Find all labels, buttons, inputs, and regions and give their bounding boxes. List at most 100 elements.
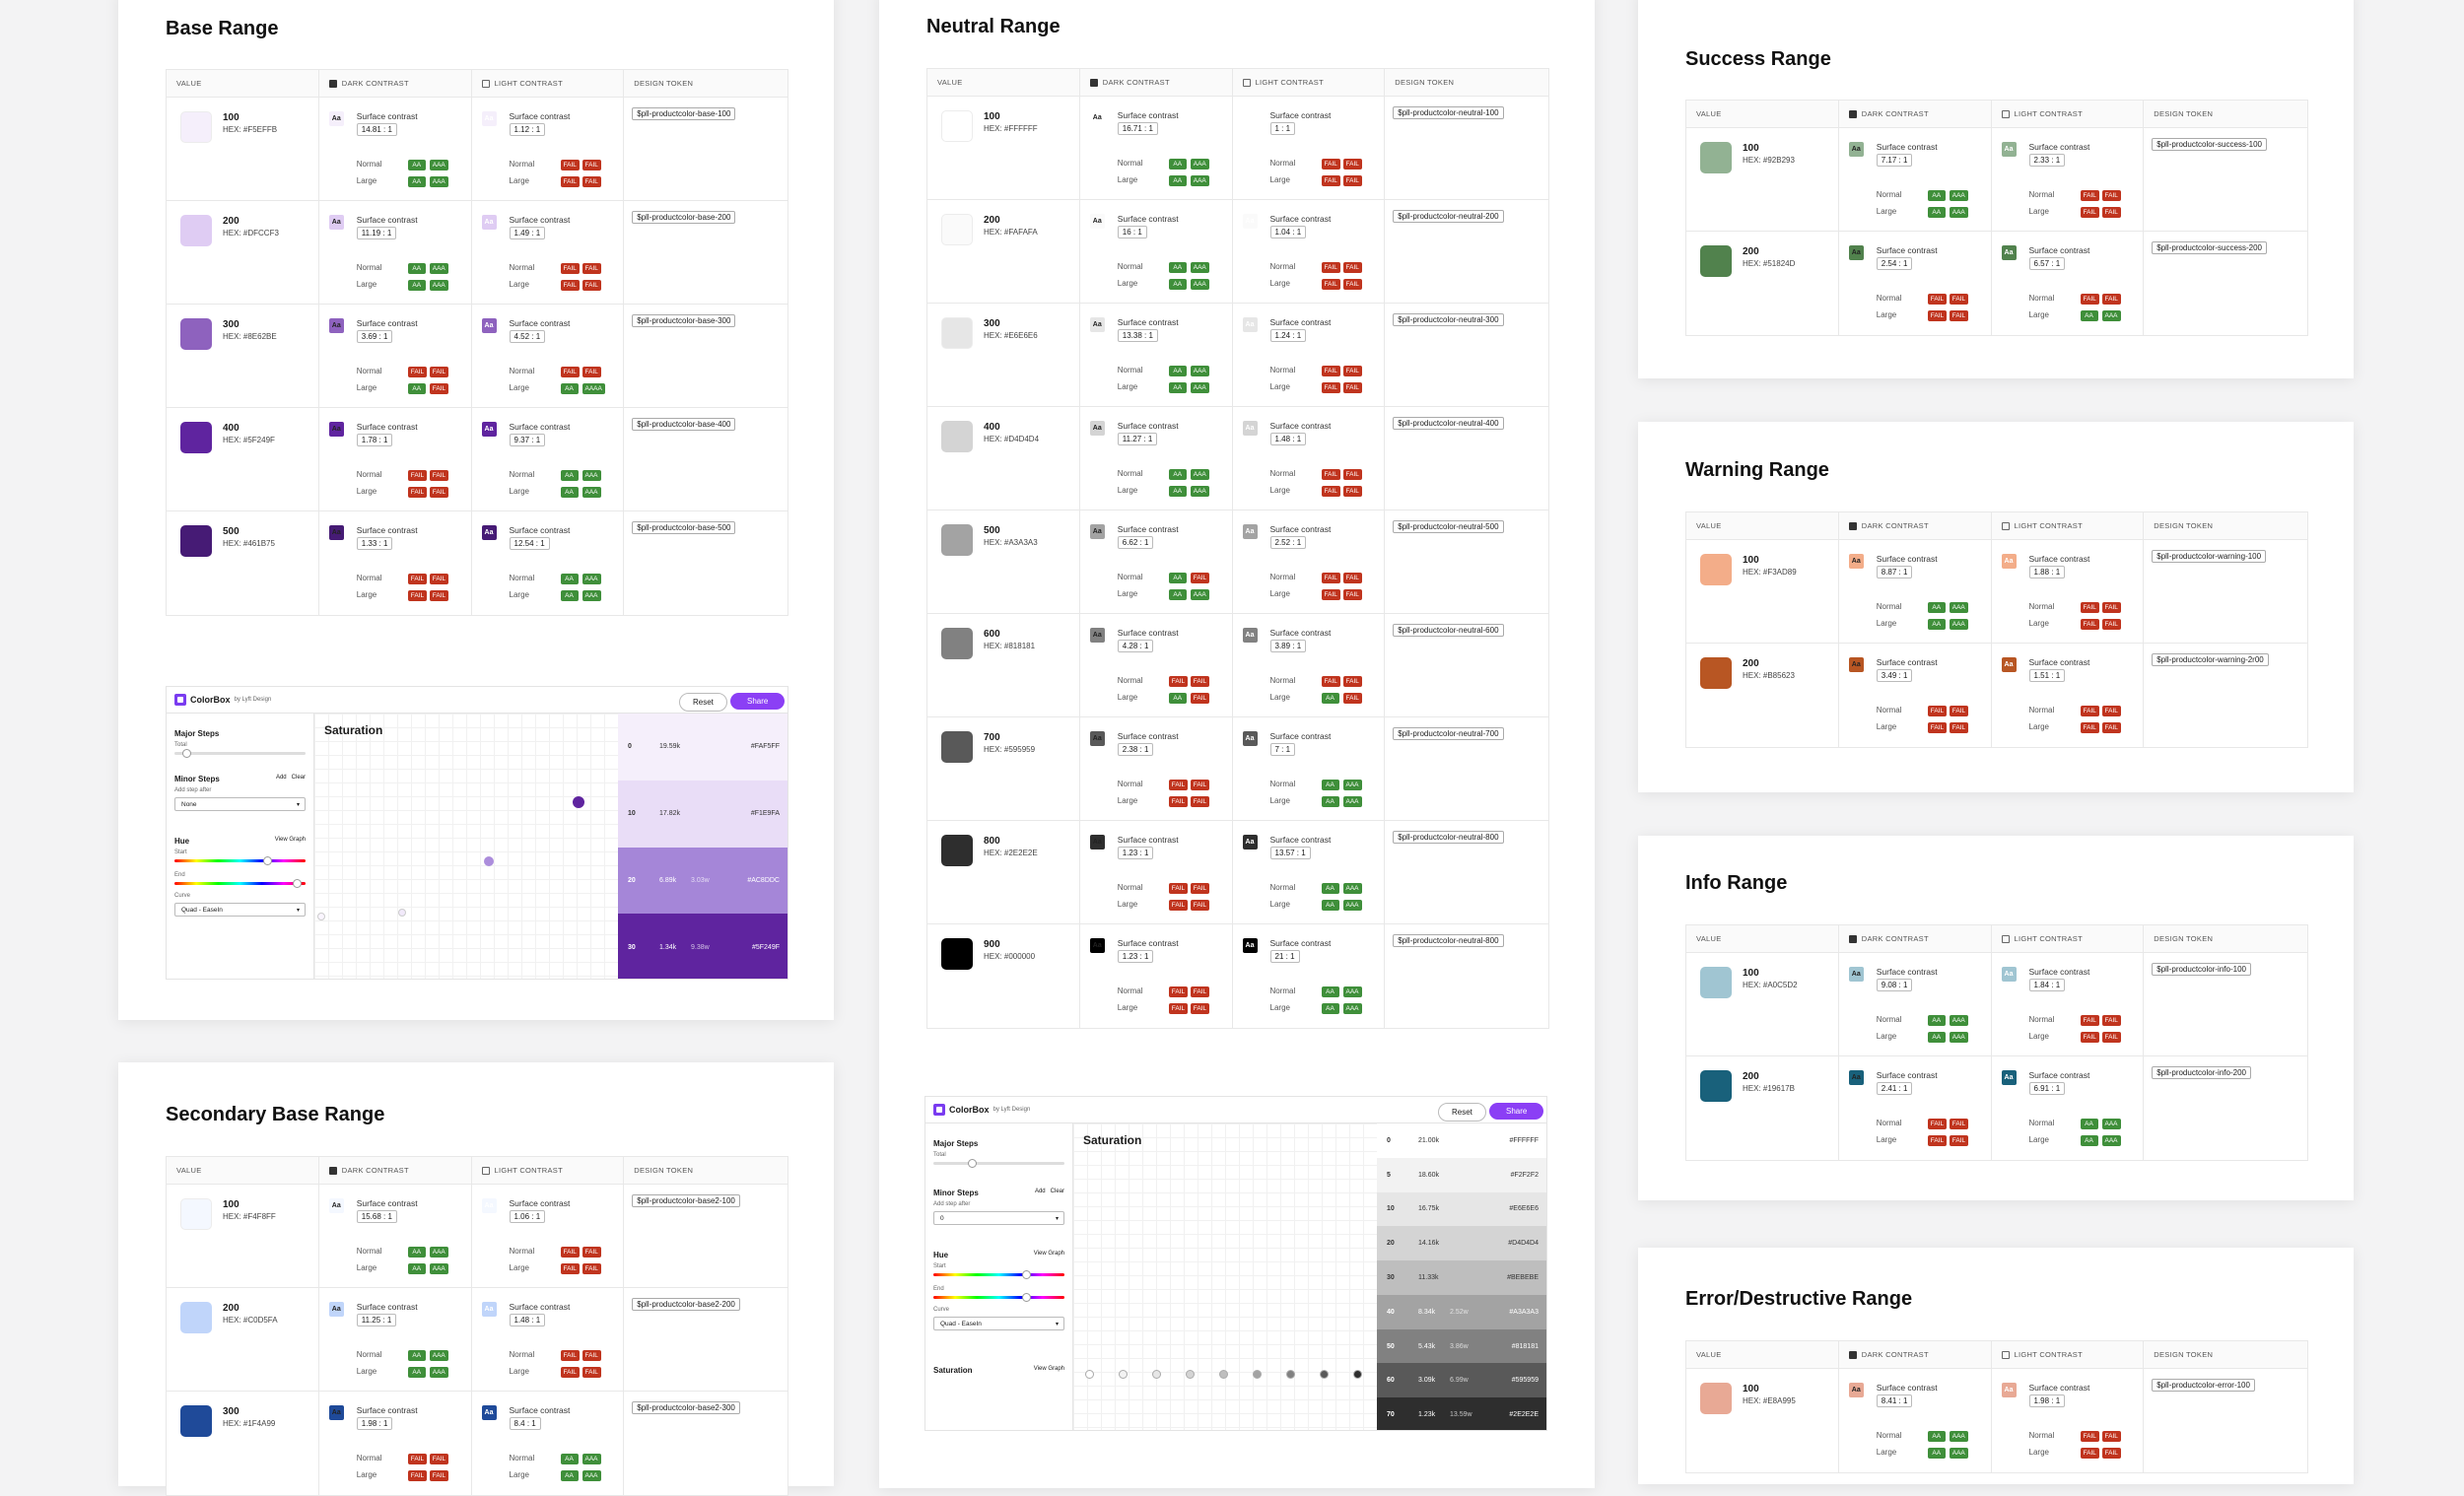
color-step[interactable]: 0 21.00k #FFFFFF	[1377, 1123, 1546, 1158]
graph-point[interactable]	[1186, 1370, 1195, 1379]
light-contrast-header[interactable]: LIGHT CONTRAST	[1233, 69, 1386, 96]
graph-point[interactable]	[1219, 1370, 1228, 1379]
checkbox-icon[interactable]	[2001, 109, 2010, 118]
dark-contrast-header[interactable]: DARK CONTRAST	[319, 70, 472, 97]
color-step[interactable]: 60 3.09k 6.99w #595959	[1377, 1363, 1546, 1398]
design-token[interactable]: $pll-productcolor-base2-300	[632, 1401, 740, 1414]
clear-steps-link[interactable]: Clear	[291, 775, 306, 781]
light-contrast-header[interactable]: LIGHT CONTRAST	[1992, 101, 2145, 127]
design-token[interactable]: $pll-productcolor-warning-2r00	[2152, 653, 2269, 666]
design-token[interactable]: $pll-productcolor-error-100	[2152, 1379, 2255, 1392]
curve-select[interactable]: Quad - EaseIn	[174, 903, 306, 917]
checkbox-icon[interactable]	[481, 79, 490, 88]
design-token[interactable]: $pll-productcolor-base-500	[632, 521, 736, 534]
graph-point[interactable]	[1320, 1370, 1329, 1379]
graph-point[interactable]	[1119, 1370, 1128, 1379]
checkbox-icon[interactable]	[1089, 78, 1098, 87]
color-step[interactable]: 10 17.82k #F1E9FA	[618, 780, 787, 848]
view-graph-link[interactable]: View Graph	[274, 837, 306, 843]
graph-point[interactable]	[398, 909, 406, 917]
graph-point[interactable]	[484, 856, 494, 866]
dark-contrast-header[interactable]: DARK CONTRAST	[1080, 69, 1233, 96]
color-step[interactable]: 5 18.60k #F2F2F2	[1377, 1157, 1546, 1192]
share-button[interactable]: Share	[1489, 1103, 1544, 1120]
step-contrast: 19.59k	[659, 743, 681, 751]
color-step[interactable]: 30 11.33k #BEBEBE	[1377, 1260, 1546, 1295]
color-step[interactable]: 40 8.34k 2.52w #A3A3A3	[1377, 1294, 1546, 1329]
checkbox-icon[interactable]	[2001, 934, 2010, 943]
design-token[interactable]: $pll-productcolor-warning-100	[2152, 550, 2267, 563]
light-contrast-header[interactable]: LIGHT CONTRAST	[472, 1157, 625, 1184]
dark-contrast-header[interactable]: DARK CONTRAST	[1839, 1341, 1992, 1368]
share-button[interactable]: Share	[730, 693, 786, 710]
checkbox-icon[interactable]	[2001, 1350, 2010, 1359]
checkbox-icon[interactable]	[481, 1166, 490, 1175]
add-step-after-select[interactable]: 0	[933, 1211, 1064, 1225]
design-token[interactable]: $pll-productcolor-base2-100	[632, 1194, 740, 1207]
design-token[interactable]: $pll-productcolor-neutral-200	[1393, 210, 1504, 223]
design-token[interactable]: $pll-productcolor-base-300	[632, 314, 736, 327]
total-slider[interactable]	[933, 1159, 1064, 1168]
graph-point[interactable]	[1152, 1370, 1161, 1379]
design-token[interactable]: $pll-productcolor-neutral-600	[1393, 624, 1504, 637]
checkbox-icon[interactable]	[328, 79, 337, 88]
graph-point[interactable]	[573, 796, 584, 808]
add-step-link[interactable]: Add	[275, 775, 287, 781]
hue-start-slider[interactable]	[933, 1270, 1064, 1279]
design-token[interactable]: $pll-productcolor-neutral-100	[1393, 106, 1504, 119]
checkbox-icon[interactable]	[1848, 109, 1857, 118]
color-step[interactable]: 70 1.23k 13.59w #2E2E2E	[1377, 1397, 1546, 1430]
design-token[interactable]: $pll-productcolor-neutral-500	[1393, 520, 1504, 533]
dark-contrast-header[interactable]: DARK CONTRAST	[1839, 925, 1992, 952]
graph-point[interactable]	[1085, 1370, 1094, 1379]
design-token[interactable]: $pll-productcolor-neutral-300	[1393, 313, 1504, 326]
reset-button[interactable]: Reset	[679, 693, 727, 712]
light-contrast-header[interactable]: LIGHT CONTRAST	[1992, 925, 2145, 952]
design-token[interactable]: $pll-productcolor-info-100	[2152, 963, 2251, 976]
add-step-after-select[interactable]: None	[174, 797, 306, 811]
graph-point[interactable]	[1353, 1370, 1362, 1379]
total-slider[interactable]	[174, 749, 306, 758]
add-step-link[interactable]: Add	[1034, 1189, 1046, 1194]
view-graph-link[interactable]: View Graph	[1033, 1366, 1064, 1372]
design-token[interactable]: $pll-productcolor-base2-200	[632, 1298, 740, 1311]
dark-contrast-header[interactable]: DARK CONTRAST	[1839, 101, 1992, 127]
light-contrast-header[interactable]: LIGHT CONTRAST	[1992, 1341, 2145, 1368]
checkbox-icon[interactable]	[328, 1166, 337, 1175]
color-step[interactable]: 10 16.75k #E6E6E6	[1377, 1191, 1546, 1227]
light-contrast-header[interactable]: LIGHT CONTRAST	[472, 70, 625, 97]
hue-end-slider[interactable]	[933, 1293, 1064, 1302]
design-token[interactable]: $pll-productcolor-neutral-800	[1393, 934, 1504, 947]
design-token[interactable]: $pll-productcolor-success-200	[2152, 241, 2267, 254]
checkbox-icon[interactable]	[1848, 934, 1857, 943]
color-step[interactable]: 20 6.89k 3.03w #AC8DDC	[618, 847, 787, 915]
checkbox-icon[interactable]	[2001, 521, 2010, 530]
design-token[interactable]: $pll-productcolor-base-100	[632, 107, 736, 120]
design-token[interactable]: $pll-productcolor-base-200	[632, 211, 736, 224]
hue-start-slider[interactable]	[174, 856, 306, 865]
dark-contrast-header[interactable]: DARK CONTRAST	[1839, 512, 1992, 539]
graph-point[interactable]	[1286, 1370, 1295, 1379]
clear-steps-link[interactable]: Clear	[1050, 1189, 1064, 1194]
color-step[interactable]: 0 19.59k #FAF5FF	[618, 714, 787, 781]
hue-end-slider[interactable]	[174, 879, 306, 888]
checkbox-icon[interactable]	[1848, 521, 1857, 530]
light-contrast-header[interactable]: LIGHT CONTRAST	[1992, 512, 2145, 539]
reset-button[interactable]: Reset	[1438, 1103, 1486, 1122]
design-token[interactable]: $pll-productcolor-success-100	[2152, 138, 2267, 151]
design-token[interactable]: $pll-productcolor-neutral-400	[1393, 417, 1504, 430]
color-step[interactable]: 50 5.43k 3.86w #818181	[1377, 1328, 1546, 1364]
checkbox-icon[interactable]	[1242, 78, 1251, 87]
graph-point[interactable]	[317, 913, 325, 920]
dark-contrast-header[interactable]: DARK CONTRAST	[319, 1157, 472, 1184]
design-token[interactable]: $pll-productcolor-neutral-700	[1393, 727, 1504, 740]
design-token[interactable]: $pll-productcolor-neutral-800	[1393, 831, 1504, 844]
color-step[interactable]: 20 14.16k #D4D4D4	[1377, 1226, 1546, 1261]
design-token[interactable]: $pll-productcolor-base-400	[632, 418, 736, 431]
design-token[interactable]: $pll-productcolor-info-200	[2152, 1066, 2251, 1079]
graph-point[interactable]	[1253, 1370, 1262, 1379]
curve-select[interactable]: Quad - EaseIn	[933, 1317, 1064, 1330]
view-graph-link[interactable]: View Graph	[1033, 1251, 1064, 1257]
color-step[interactable]: 30 1.34k 9.38w #5F249F	[618, 914, 787, 979]
checkbox-icon[interactable]	[1848, 1350, 1857, 1359]
